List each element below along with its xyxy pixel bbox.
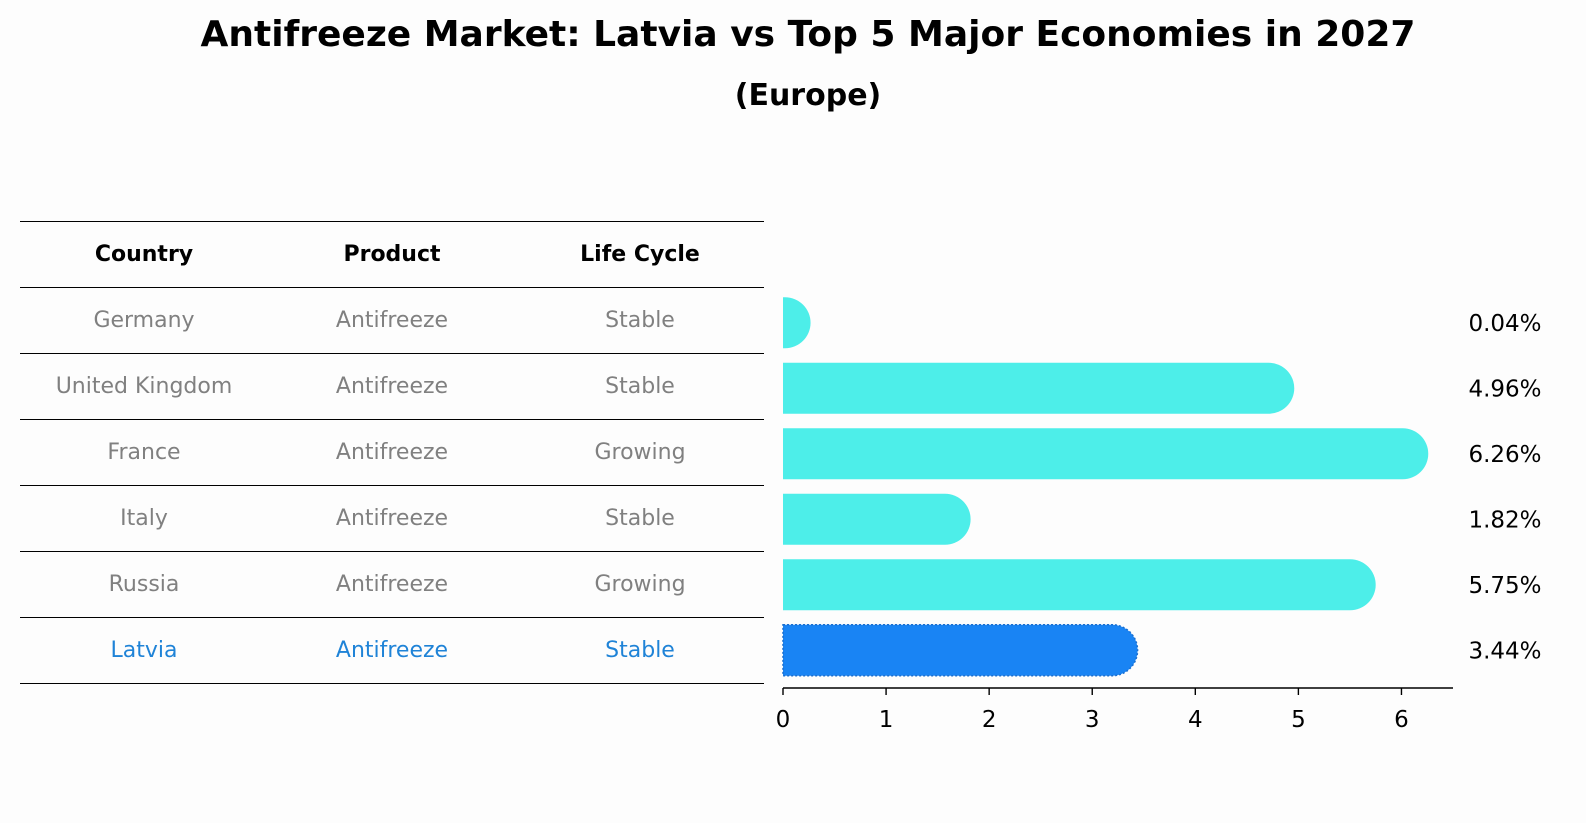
table-cell: Antifreeze <box>335 506 449 531</box>
table-rule <box>20 419 764 420</box>
x-tick-label: 1 <box>879 707 894 733</box>
table-rule <box>20 485 764 486</box>
table-cell: Germany <box>93 308 195 333</box>
bar-germany <box>783 297 811 349</box>
chart-subtitle: (Europe) <box>734 78 882 113</box>
table-cell: Antifreeze <box>335 308 449 333</box>
x-tick-label: 2 <box>982 707 997 733</box>
table-cell: Italy <box>120 506 168 531</box>
x-tick-label: 5 <box>1291 707 1306 733</box>
table-cell: Antifreeze <box>335 374 449 399</box>
value-label: 6.26% <box>1468 442 1541 468</box>
table-rule <box>20 551 764 552</box>
bar-latvia <box>782 624 1139 677</box>
table-header-cell: Country <box>94 242 194 267</box>
table-cell: Antifreeze <box>335 638 449 663</box>
table-cell: Antifreeze <box>335 572 449 597</box>
value-label: 3.44% <box>1468 638 1541 664</box>
bar-russia <box>783 559 1376 611</box>
table-rule <box>20 287 764 288</box>
value-label: 0.04% <box>1468 311 1541 337</box>
x-tick-label: 3 <box>1085 707 1100 733</box>
table-header-cell: Product <box>343 242 441 267</box>
table-cell: Growing <box>594 572 686 597</box>
table-cell: Stable <box>605 374 675 399</box>
x-tick-label: 4 <box>1188 707 1203 733</box>
value-label: 4.96% <box>1468 376 1541 402</box>
table-cell: Russia <box>108 572 180 597</box>
bar-italy <box>783 493 971 545</box>
value-label: 1.82% <box>1468 507 1541 533</box>
table-rule <box>20 617 764 618</box>
table-cell: Latvia <box>110 638 178 663</box>
table-rule <box>20 353 764 354</box>
x-tick-label: 0 <box>776 707 791 733</box>
x-tick-label: 6 <box>1394 707 1409 733</box>
table-cell: United Kingdom <box>55 374 233 399</box>
table-header-cell: Life Cycle <box>580 242 700 267</box>
table-cell: Stable <box>605 308 675 333</box>
table-cell: Growing <box>594 440 686 465</box>
chart-title: Antifreeze Market: Latvia vs Top 5 Major… <box>200 14 1416 55</box>
table-cell: France <box>107 440 181 465</box>
bar-france <box>783 428 1429 480</box>
table-cell: Stable <box>605 506 675 531</box>
table-rule <box>20 221 764 222</box>
table-cell: Antifreeze <box>335 440 449 465</box>
table-cell: Stable <box>605 638 675 663</box>
value-label: 5.75% <box>1468 573 1541 599</box>
table-rule <box>20 683 764 684</box>
bar-united-kingdom <box>783 362 1295 414</box>
